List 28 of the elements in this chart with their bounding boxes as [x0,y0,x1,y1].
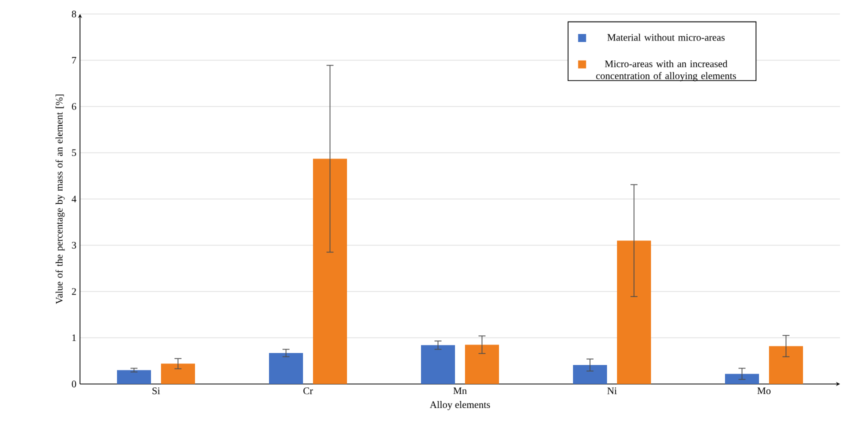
bar [465,344,500,384]
bar [769,346,804,384]
bar [161,364,196,384]
bar [117,370,151,384]
y-tick-label: 0 [72,380,76,388]
x-tick-label: Cr [303,388,313,394]
y-tick-label: 7 [72,56,76,64]
y-axis-title: Value of the percentage by mass of an element [%] [55,94,65,304]
x-tick-label: Mn [453,388,467,394]
legend-label: Micro-areas with an increased concentration of alloying elements [596,60,736,82]
y-tick-label: 6 [72,103,76,110]
y-tick-label: 4 [72,196,76,202]
x-tick-label: Mo [757,388,771,394]
y-tick-label: 8 [72,10,76,18]
y-tick-label: 5 [72,149,76,156]
y-tick-label: 1 [72,334,76,342]
y-tick-label: 3 [72,242,76,249]
bar [269,353,304,384]
bar [421,345,456,384]
bar [313,158,348,384]
x-tick-label: Ni [607,388,617,394]
legend-label: Material without micro-areas [607,34,725,41]
y-tick-label: 2 [72,288,76,295]
bar [573,365,608,384]
bar [617,240,652,384]
x-axis-title: Alloy elements [430,401,490,410]
x-tick-label: Si [152,388,160,394]
bar [725,374,760,384]
